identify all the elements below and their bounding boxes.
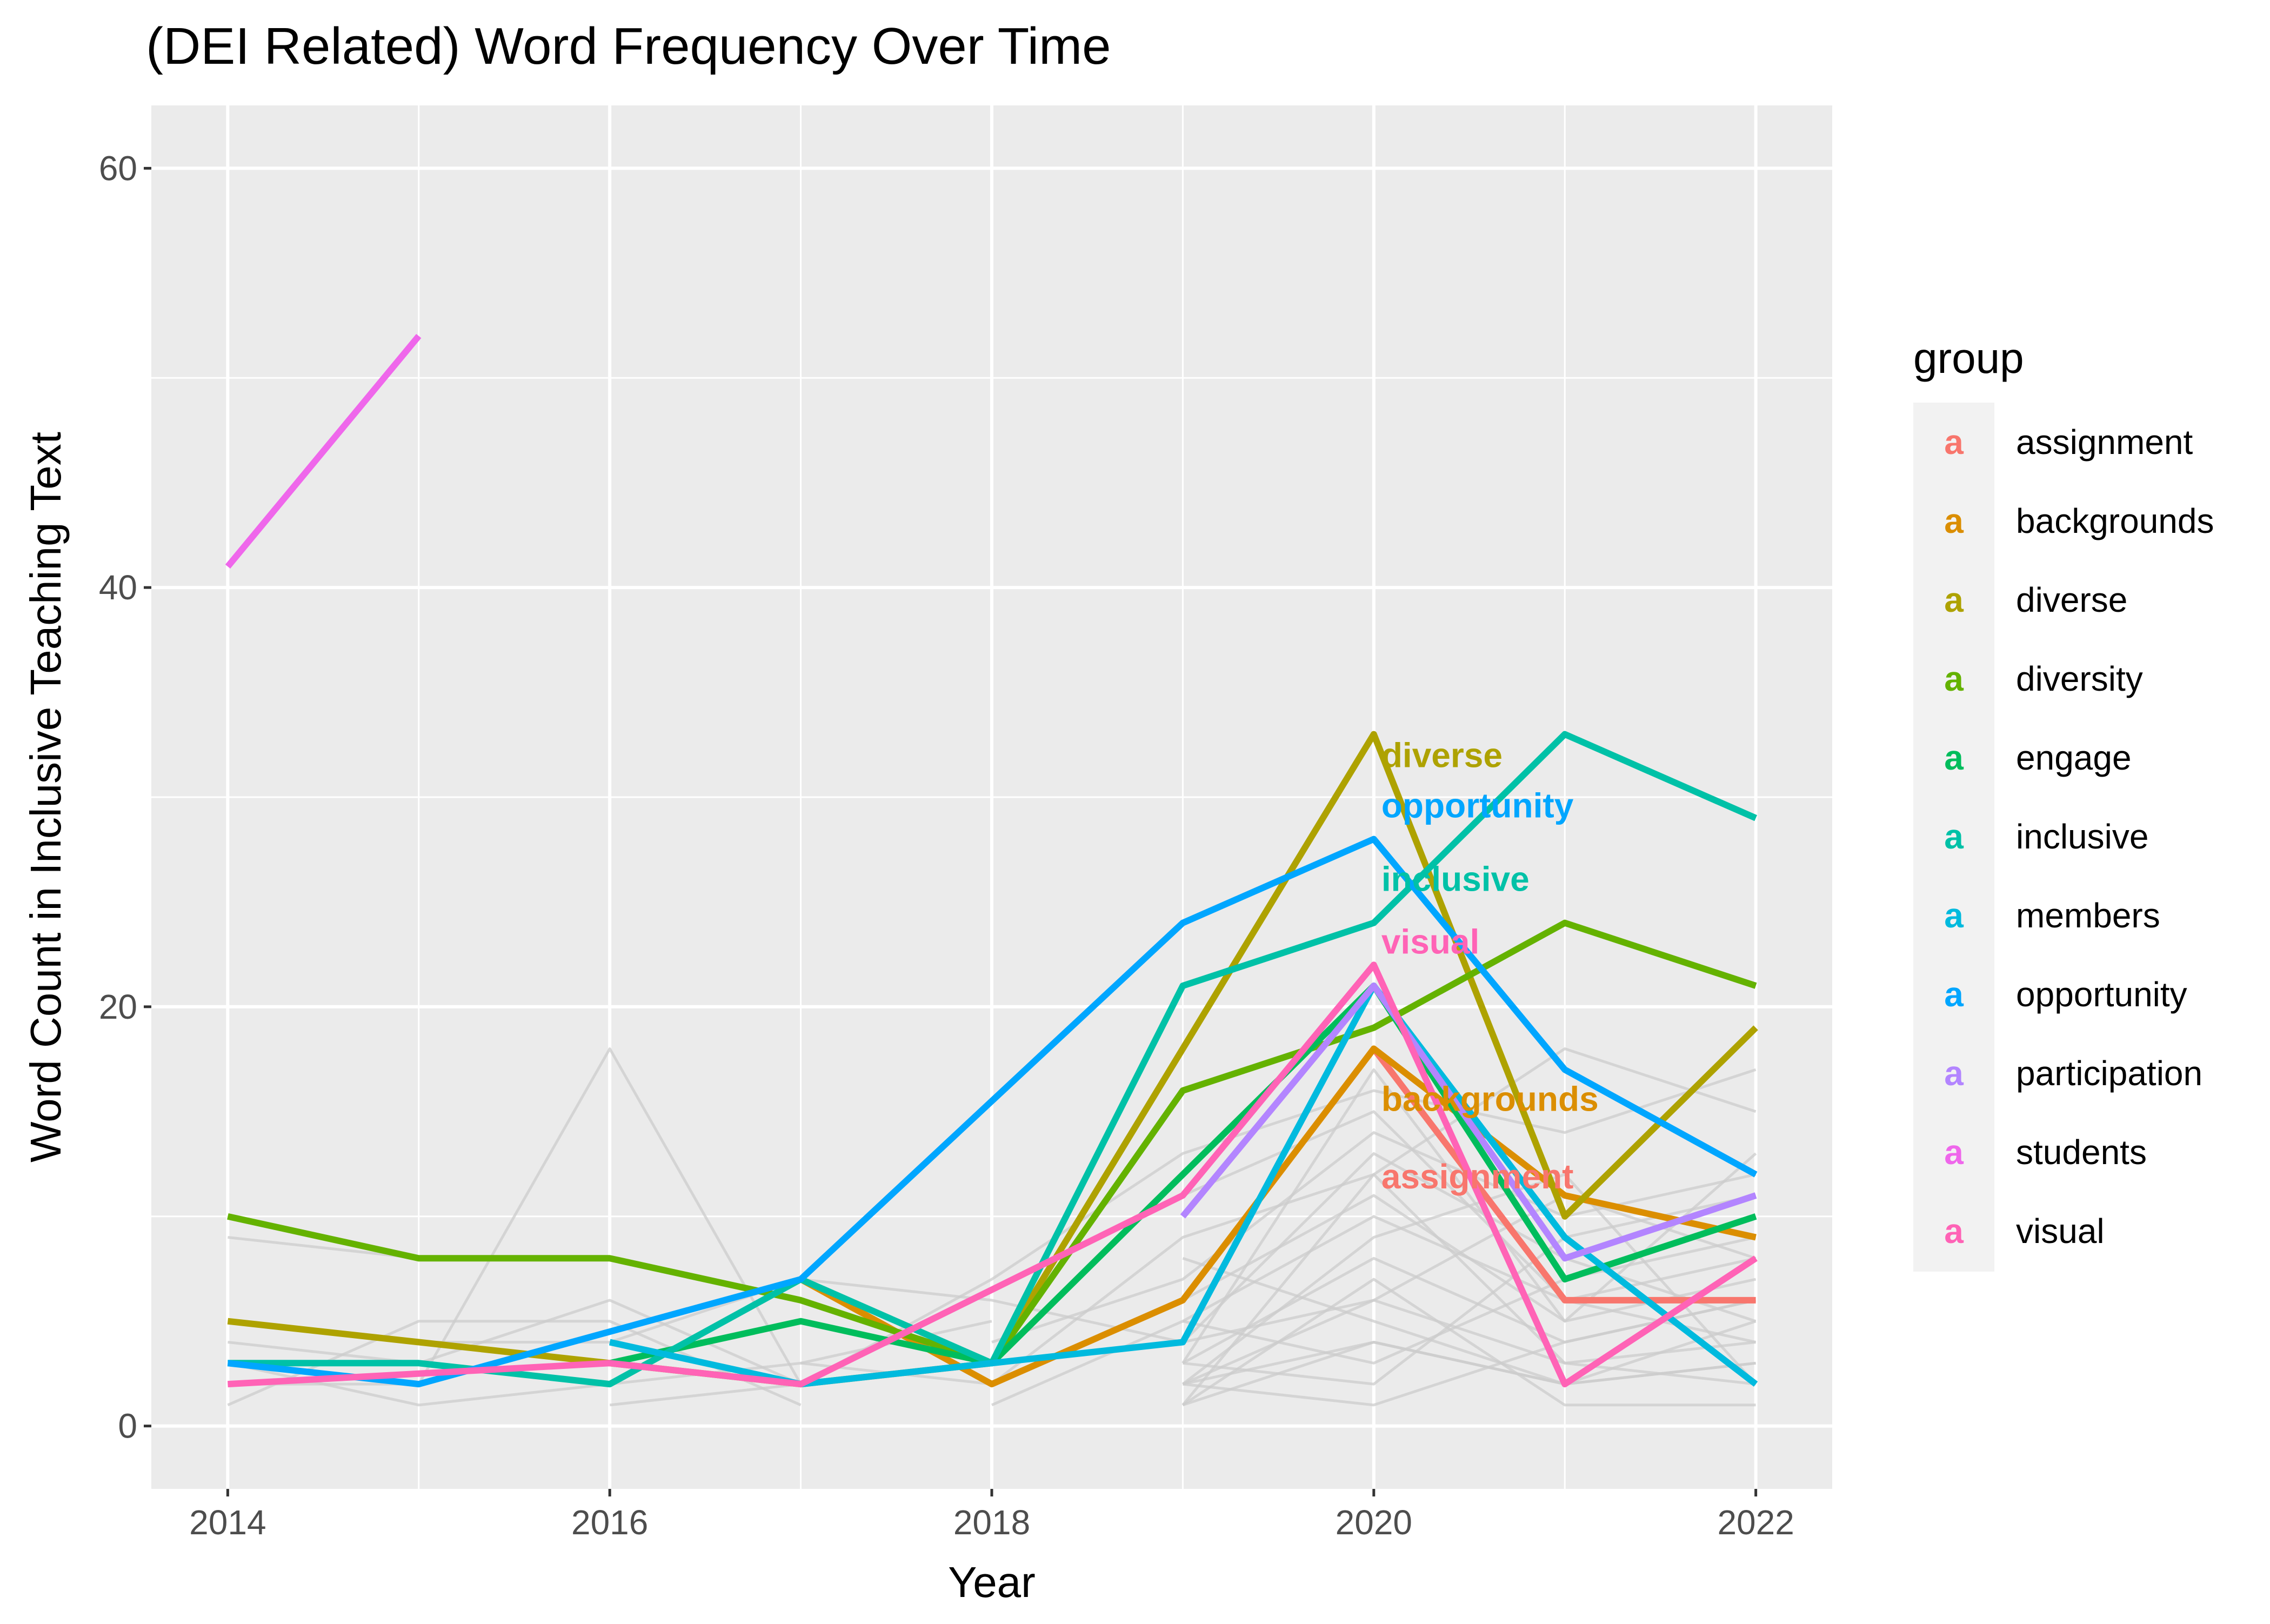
legend-label-opportunity: opportunity [2016, 975, 2187, 1014]
legend-label-inclusive: inclusive [2016, 817, 2148, 856]
legend-key-members: a [1944, 896, 1964, 935]
series-line-participation [1180, 983, 1757, 1262]
x-tick-label: 2014 [189, 1503, 266, 1542]
legend-label-visual: visual [2016, 1212, 2105, 1251]
legend-key-assignment: a [1944, 423, 1964, 462]
line-label-assignment: assignment [1381, 1157, 1574, 1196]
y-tick-label: 40 [99, 568, 137, 607]
x-axis: 2014 2016 2018 2020 2022 [189, 1489, 1794, 1542]
chart-title: (DEI Related) Word Frequency Over Time [146, 17, 1111, 75]
legend-label-participation: participation [2016, 1054, 2202, 1093]
x-axis-title: Year [948, 1558, 1036, 1606]
y-tick-label: 60 [99, 149, 137, 188]
legend-title: group [1913, 334, 2024, 382]
series-lines [225, 333, 1758, 1388]
legend-key-opportunity: a [1944, 975, 1964, 1014]
legend-key-diversity: a [1944, 659, 1964, 698]
legend: group a assignment a backgrounds a diverse a di… [1913, 334, 2214, 1272]
background-series-line [1181, 1173, 1756, 1406]
line-label-opportunity: opportunity [1381, 786, 1574, 825]
series-line-visual [228, 961, 1758, 1388]
y-tick-label: 0 [118, 1407, 137, 1446]
legend-label-diverse: diverse [2016, 580, 2127, 619]
legend-label-members: members [2016, 896, 2160, 935]
background-series-line [1182, 1278, 1756, 1407]
series-line-engage [609, 983, 1757, 1367]
line-label-diverse: diverse [1381, 736, 1503, 774]
legend-key-backgrounds: a [1944, 502, 1964, 540]
line-label-inclusive: inclusive [1381, 859, 1530, 898]
legend-label-engage: engage [2016, 738, 2132, 777]
y-tick-label: 20 [99, 987, 137, 1026]
series-line-opportunity [227, 836, 1758, 1388]
legend-label-diversity: diversity [2016, 659, 2143, 698]
legend-key-students: a [1944, 1133, 1964, 1172]
line-label-visual: visual [1381, 923, 1479, 961]
background-series-line [1182, 1320, 1757, 1386]
legend-key-inclusive: a [1944, 817, 1964, 856]
x-tick-label: 2022 [1717, 1503, 1794, 1542]
legend-key-participation: a [1944, 1054, 1964, 1093]
legend-label-backgrounds: backgrounds [2016, 502, 2214, 540]
x-tick-label: 2020 [1336, 1503, 1412, 1542]
major-gridlines [151, 105, 1832, 1489]
background-series-line [1181, 1068, 1757, 1364]
legend-label-assignment: assignment [2016, 423, 2193, 462]
legend-key-visual: a [1944, 1212, 1964, 1251]
x-tick-label: 2016 [571, 1503, 648, 1542]
x-tick-label: 2018 [953, 1503, 1030, 1542]
legend-key-diverse: a [1944, 580, 1964, 619]
legend-label-students: students [2016, 1133, 2147, 1172]
line-labels: diverse opportunity inclusive visual backgro… [1381, 736, 1599, 1196]
background-series-line [991, 1131, 1757, 1344]
y-axis-title: Word Count in Inclusive Teaching Text [22, 432, 70, 1162]
y-axis: 0 20 40 60 [99, 149, 151, 1446]
line-label-backgrounds: backgrounds [1381, 1080, 1599, 1119]
series-line-students [225, 333, 422, 569]
legend-keys-background [1913, 403, 1994, 1272]
legend-key-engage: a [1944, 738, 1964, 777]
